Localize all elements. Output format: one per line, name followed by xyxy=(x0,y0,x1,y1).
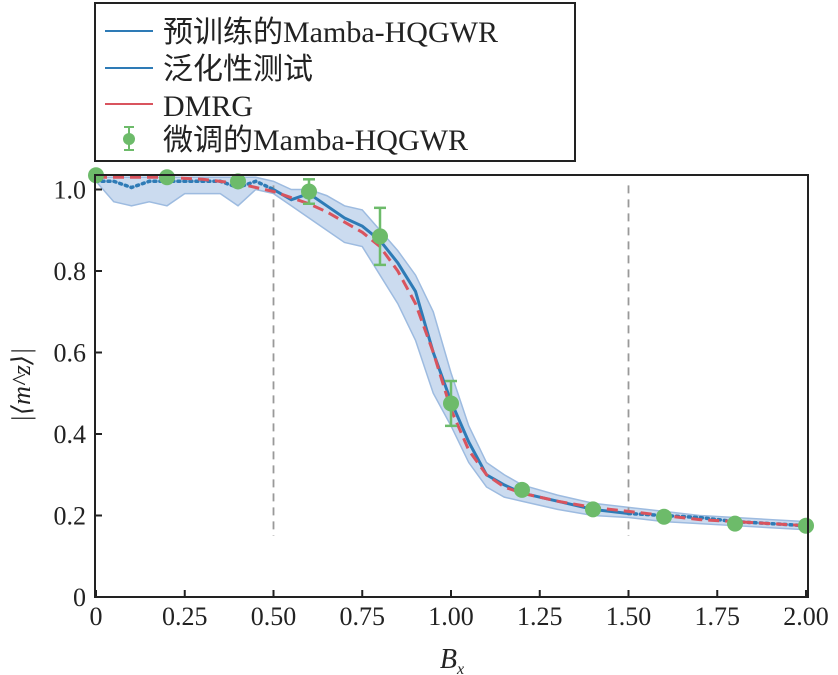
finetuned-point xyxy=(159,169,175,186)
x-tick-label: 1.25 xyxy=(517,602,563,631)
legend-label-dmrg: DMRG xyxy=(163,90,253,123)
finetuned-marker xyxy=(159,169,175,186)
x-tick-label: 0.50 xyxy=(251,602,297,631)
legend: 预训练的Mamba-HQGWR 泛化性测试 DMRG 微调的Mamba-HQGW… xyxy=(94,2,576,162)
y-tick-label: 0.4 xyxy=(54,420,87,449)
y-tick-label: 0.6 xyxy=(54,339,87,368)
finetuned-marker xyxy=(372,228,388,245)
finetuned-point xyxy=(372,206,388,267)
y-tick-label: 1.0 xyxy=(54,176,87,205)
legend-box xyxy=(94,2,576,162)
confidence-band-area xyxy=(95,176,807,531)
confidence-band xyxy=(95,176,807,531)
x-tick-label: 0.75 xyxy=(340,602,386,631)
finetuned-marker xyxy=(443,395,459,412)
dmrg-line xyxy=(96,175,807,528)
finetuned-point xyxy=(301,178,317,206)
finetuned-point xyxy=(798,517,814,534)
finetuned-marker xyxy=(656,508,672,525)
legend-swatch-finetuned xyxy=(123,126,135,151)
finetuned-marker xyxy=(798,517,814,534)
finetuned-point xyxy=(656,508,672,525)
y-tick-label: 0.8 xyxy=(54,257,87,286)
x-tick-label: 1.00 xyxy=(428,602,474,631)
finetuned-point xyxy=(230,173,246,190)
finetuned-marker xyxy=(301,183,317,200)
x-tick-label: 0.25 xyxy=(162,602,208,631)
finetuned-points xyxy=(88,167,814,534)
finetuned-marker xyxy=(230,173,246,190)
reference-lines xyxy=(272,185,630,536)
x-tick-label: 1.75 xyxy=(695,602,741,631)
y-tick-label: 0 xyxy=(73,583,86,612)
finetuned-point xyxy=(585,501,601,518)
finetuned-point xyxy=(514,481,530,498)
x-axis-label: Bx xyxy=(440,644,464,675)
legend-label-pretrained: 预训练的Mamba-HQGWR xyxy=(163,16,498,49)
y-tick-label: 0.2 xyxy=(54,502,87,531)
generalization-line xyxy=(272,188,629,515)
legend-label-generalization: 泛化性测试 xyxy=(163,53,313,86)
x-tick-label: 1.50 xyxy=(606,602,652,631)
axis-ticks: 0 0.25 0.50 0.75 1.00 1.25 1.50 1.75 2.00 0 0.2 0.4… xyxy=(54,176,829,632)
series-lines xyxy=(94,175,808,528)
legend-label-finetuned: 微调的Mamba-HQGWR xyxy=(163,124,468,157)
finetuned-marker xyxy=(727,515,743,532)
x-tick-label: 2.00 xyxy=(783,602,829,631)
finetuned-point xyxy=(443,379,459,428)
finetuned-marker xyxy=(585,501,601,518)
finetuned-point xyxy=(727,515,743,532)
x-tick-label: 0 xyxy=(90,602,103,631)
finetuned-marker xyxy=(514,481,530,498)
y-axis-label: |⟨m^z⟩| xyxy=(7,348,36,422)
